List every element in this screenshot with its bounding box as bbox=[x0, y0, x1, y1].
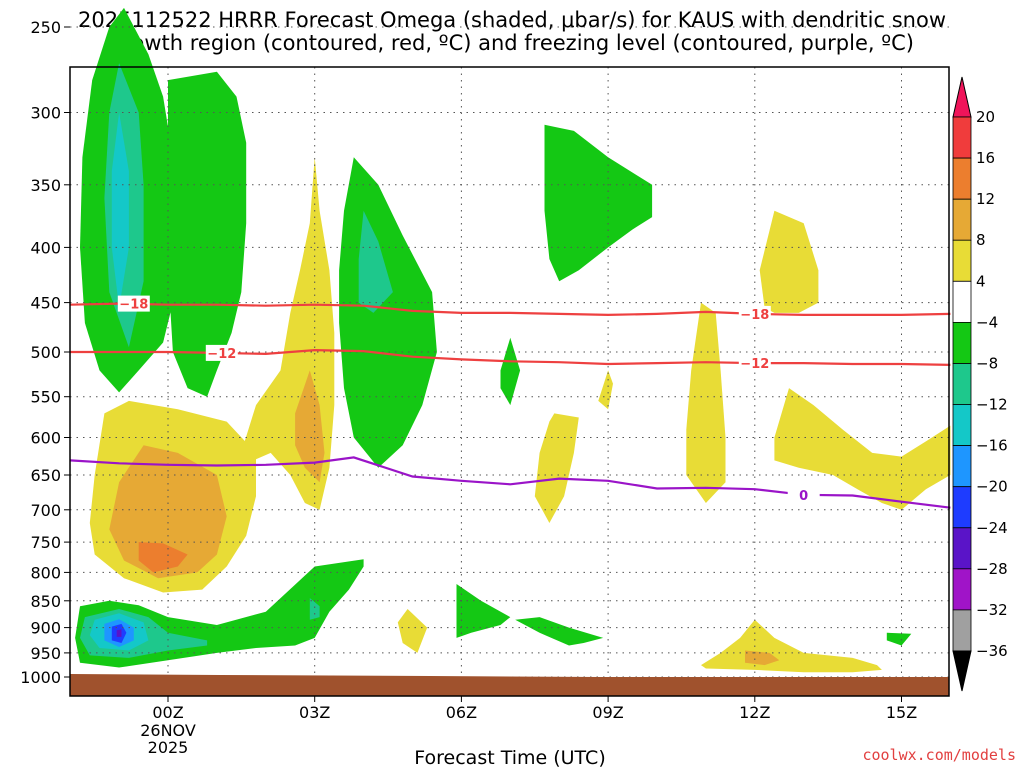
omega-region-green-860-b bbox=[515, 617, 604, 646]
y-tick-label-750: 750 bbox=[30, 533, 61, 552]
y-tick-label-550: 550 bbox=[30, 388, 61, 407]
omega-region-yellow-column-8z bbox=[534, 413, 579, 523]
grid-lines bbox=[70, 26, 949, 696]
omega-region-teal-mid bbox=[358, 210, 393, 313]
omega-region-yellow-upper-right bbox=[759, 210, 819, 313]
contour-label-freezing-level-0-0: 0 bbox=[799, 489, 808, 504]
y-tick-label-950: 950 bbox=[30, 644, 61, 663]
omega-region-orange-bottom-right bbox=[745, 650, 780, 666]
omega-region-green-upper-right bbox=[544, 124, 653, 282]
colorbar-tick-10: −24 bbox=[976, 519, 1008, 537]
contour-label-dgz-minus-18-1: −18 bbox=[740, 308, 769, 323]
colorbar-tick-3: 8 bbox=[976, 231, 986, 249]
colorbar-box-11 bbox=[952, 568, 972, 611]
y-tick-label-900: 900 bbox=[30, 619, 61, 638]
y-tick-label-650: 650 bbox=[30, 466, 61, 485]
contour-label-bg-freezing-level-0-0 bbox=[787, 486, 820, 503]
plot-frame bbox=[69, 66, 950, 697]
x-tick-label-12Z: 12Z bbox=[739, 703, 770, 722]
omega-region-orange-dark-lower-left bbox=[138, 542, 188, 573]
omega-region-yellow-small-530 bbox=[598, 370, 613, 410]
colorbar-tick-11: −28 bbox=[976, 560, 1008, 578]
omega-region-green-upper-left-b bbox=[168, 71, 247, 397]
colorbar-box-8 bbox=[952, 445, 972, 488]
colorbar-box-7 bbox=[952, 404, 972, 446]
y-tick-label-450: 450 bbox=[30, 294, 61, 313]
contour-label-dgz-minus-12-1: −12 bbox=[740, 357, 769, 372]
colorbar-tick-12: −32 bbox=[976, 601, 1008, 619]
x-tick-label-15Z: 15Z bbox=[886, 703, 917, 722]
contour-label-bg-dgz-minus-12-0 bbox=[205, 344, 238, 361]
contour-label-bg-dgz-minus-18-1 bbox=[738, 305, 771, 322]
colorbar-tick-7: −12 bbox=[976, 396, 1008, 414]
omega-region-yellow-lower-right bbox=[774, 388, 951, 510]
colorbar-box-0 bbox=[952, 116, 972, 159]
colorbar-tick-2: 12 bbox=[976, 190, 995, 208]
colorbar-box-10 bbox=[952, 527, 972, 570]
colorbar-tick-9: −20 bbox=[976, 478, 1008, 496]
y-tick-label-600: 600 bbox=[30, 429, 61, 448]
colorbar: 20 16 12 8 4 −4 −8 −12 −16 −20 −24 −28 −32 −36 bbox=[952, 76, 1008, 692]
contour-dgz-minus-18 bbox=[70, 302, 951, 317]
colorbar-box-2 bbox=[952, 198, 972, 241]
colorbar-box-5 bbox=[952, 321, 972, 364]
x-tick-year: 2025 bbox=[148, 738, 189, 757]
colorbar-tick-0: 20 bbox=[976, 108, 995, 126]
contour-label-dgz-minus-18-0: −18 bbox=[119, 298, 148, 313]
omega-region-green-small-920 bbox=[886, 632, 912, 646]
y-tick-label-800: 800 bbox=[30, 563, 61, 582]
colorbar-tick-8: −16 bbox=[976, 437, 1008, 455]
x-axis-label: Forecast Time (UTC) bbox=[414, 747, 605, 768]
omega-region-orange-mid-column bbox=[295, 370, 325, 483]
contour-label-bg-dgz-minus-12-1 bbox=[738, 355, 771, 372]
colorbar-box-6 bbox=[952, 363, 972, 405]
chart-title-line1: 2025112522 HRRR Forecast Omega (shaded, … bbox=[78, 8, 946, 32]
omega-shading bbox=[75, 7, 951, 673]
y-tick-label-300: 300 bbox=[30, 104, 61, 123]
chart-title-line2: growth region (contoured, red, ºC) and f… bbox=[110, 31, 914, 55]
y-tick-label-700: 700 bbox=[30, 501, 61, 520]
omega-region-purple-850-band bbox=[116, 629, 122, 637]
y-tick-label-850: 850 bbox=[30, 592, 61, 611]
contour-label-dgz-minus-12-0: −12 bbox=[207, 347, 236, 362]
y-tick-label-500: 500 bbox=[30, 343, 61, 362]
colorbar-box-9 bbox=[952, 486, 972, 529]
colorbar-tick-1: 16 bbox=[976, 149, 995, 167]
colorbar-bottom-triangle bbox=[952, 650, 972, 692]
y-tick-label-400: 400 bbox=[30, 238, 61, 257]
x-tick-label-00Z: 00Z bbox=[152, 703, 183, 722]
omega-region-orange-lower-left bbox=[109, 445, 227, 579]
y-tick-label-1000: 1000 bbox=[20, 668, 61, 687]
colorbar-tick-6: −8 bbox=[976, 355, 998, 373]
plot-area: −18 −18 −12 −12 0 bbox=[69, 7, 951, 697]
x-tick-label-03Z: 03Z bbox=[299, 703, 330, 722]
colorbar-top-triangle bbox=[952, 76, 972, 118]
omega-region-yellow-column-11z bbox=[686, 302, 726, 503]
colorbar-box-1 bbox=[952, 157, 972, 200]
y-axis: 250 300 350 400 450 500 550 600 650 700 750 800 850 9… bbox=[20, 18, 70, 687]
contours: −18 −18 −12 −12 0 bbox=[70, 295, 951, 509]
omega-region-green-small-530 bbox=[500, 337, 521, 406]
omega-region-green-860-a bbox=[456, 584, 511, 638]
colorbar-tick-5: −4 bbox=[976, 313, 998, 331]
y-tick-label-350: 350 bbox=[30, 176, 61, 195]
y-tick-label-250: 250 bbox=[30, 18, 61, 37]
omega-region-cyan-upper-left bbox=[111, 112, 129, 308]
omega-region-yellow-880 bbox=[397, 609, 428, 653]
colorbar-box-4 bbox=[952, 280, 972, 323]
x-tick-label-06Z: 06Z bbox=[446, 703, 477, 722]
colorbar-box-3 bbox=[952, 239, 972, 282]
terrain-ground bbox=[70, 674, 949, 696]
credit-text: coolwx.com/models bbox=[862, 746, 1016, 764]
x-tick-label-09Z: 09Z bbox=[592, 703, 623, 722]
colorbar-box-12 bbox=[952, 609, 972, 652]
colorbar-tick-13: −36 bbox=[976, 642, 1008, 660]
contour-label-bg-dgz-minus-18-0 bbox=[117, 295, 150, 312]
colorbar-tick-4: 4 bbox=[976, 272, 986, 290]
x-tick-date: 26NOV bbox=[140, 721, 196, 740]
omega-region-teal-850-band-b bbox=[309, 598, 320, 620]
